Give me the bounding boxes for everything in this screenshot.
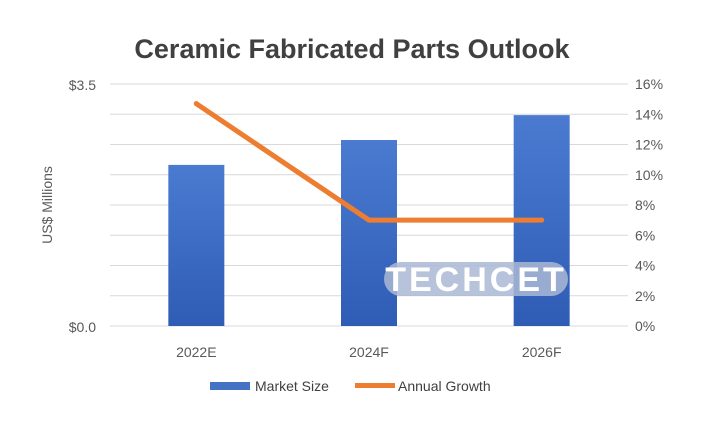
left-axis-labels: $3.5 $0.0 [69,77,96,335]
annual-growth-point-2024F [366,217,372,223]
bar-2024F [341,140,397,326]
right-axis-tick: 14% [635,106,663,122]
right-axis-tick: 8% [635,197,655,213]
chart-title: Ceramic Fabricated Parts Outlook [134,34,570,64]
x-axis-tick-2022E: 2022E [176,344,216,360]
right-axis-tick: 12% [635,137,663,153]
right-axis-tick: 10% [635,167,663,183]
legend-swatch-annual-growth [355,383,395,388]
legend: Market Size Annual Growth [210,378,491,394]
x-axis-tick-2024F: 2024F [349,344,389,360]
right-axis-tick: 2% [635,288,655,304]
bar-2022E [168,164,225,326]
line-series-annual-growth [193,101,545,223]
right-axis-labels: 0% 2% 4% 6% 8% 10% 12% 14% 16% [635,76,663,334]
left-axis-tick-top: $3.5 [69,77,96,93]
legend-label-market-size: Market Size [255,378,329,394]
right-axis-tick: 0% [635,318,655,334]
x-axis-tick-2026F: 2026F [522,344,562,360]
legend-label-annual-growth: Annual Growth [398,378,491,394]
annual-growth-point-2022E [193,101,199,107]
watermark-text: TECHCET [385,261,567,299]
right-axis-tick: 16% [635,76,663,92]
right-axis-tick: 6% [635,227,655,243]
techcet-watermark: TECHCET [384,261,568,299]
left-axis-tick-bottom: $0.0 [69,319,96,335]
y-axis-label: US$ Millions [39,166,55,244]
x-axis-labels: 2022E 2024F 2026F [176,344,561,360]
annual-growth-point-2026F [539,217,545,223]
legend-swatch-market-size [210,382,250,390]
right-axis-tick: 4% [635,258,655,274]
